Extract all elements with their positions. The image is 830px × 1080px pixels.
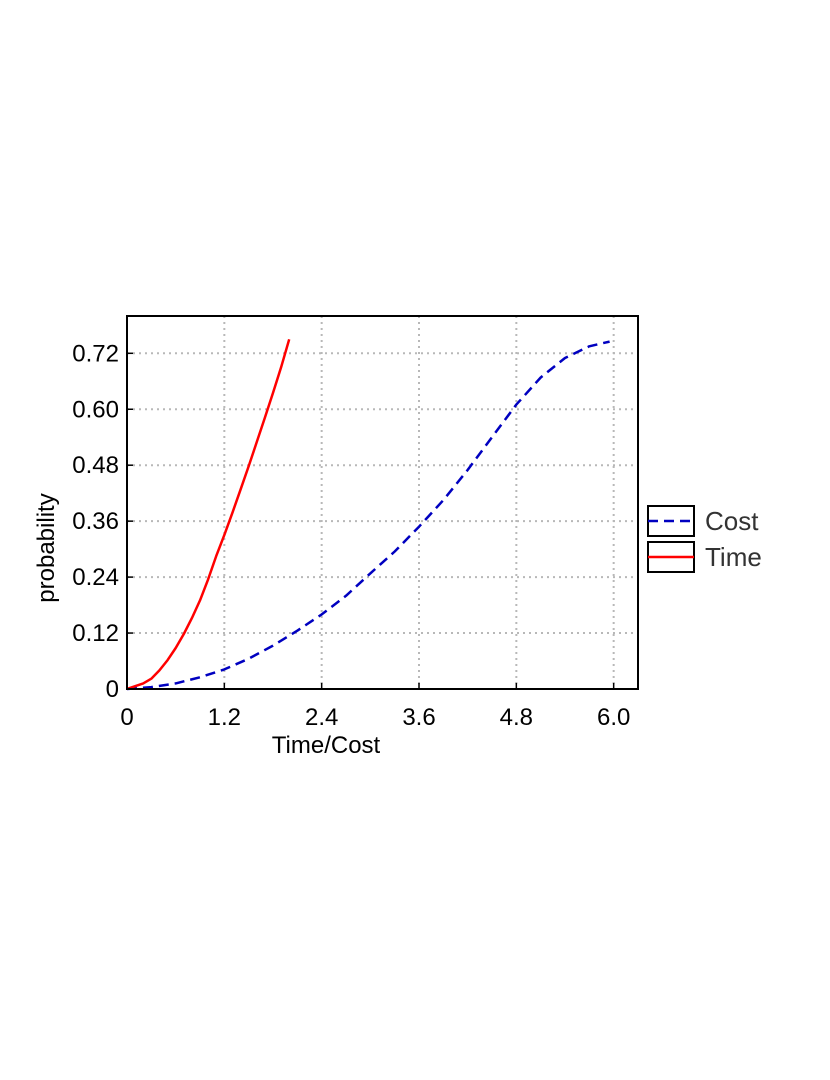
y-axis-label: probability <box>33 493 60 602</box>
x-axis-label: Time/Cost <box>272 732 381 759</box>
y-tick-label: 0.36 <box>72 508 119 535</box>
legend-label: Time <box>705 542 762 572</box>
legend: Cost Time <box>647 505 762 573</box>
y-tick-label: 0.60 <box>72 396 119 423</box>
legend-label: Cost <box>705 506 759 536</box>
x-tick-label: 3.6 <box>402 704 435 731</box>
x-tick-label: 2.4 <box>305 704 338 731</box>
x-tick-label: 6.0 <box>597 704 630 731</box>
series-line-time <box>126 338 291 691</box>
axis-ticks: 0 1.2 2.4 3.6 4.8 6.0 0 0.12 0.24 0.36 0.48 0.60 0.7… <box>72 340 630 731</box>
y-tick-label: 0.48 <box>72 452 119 479</box>
y-tick-label: 0.12 <box>72 620 119 647</box>
grid-lines <box>127 316 638 689</box>
x-tick-label: 0 <box>120 704 133 731</box>
x-tick-label: 4.8 <box>500 704 533 731</box>
y-tick-label: 0.72 <box>72 340 119 367</box>
x-tick-label: 1.2 <box>208 704 241 731</box>
y-tick-label: 0.24 <box>72 564 119 591</box>
plot-frame <box>126 315 639 690</box>
series-lines <box>126 338 610 691</box>
series-line-cost <box>126 340 610 691</box>
y-tick-label: 0 <box>106 676 119 703</box>
